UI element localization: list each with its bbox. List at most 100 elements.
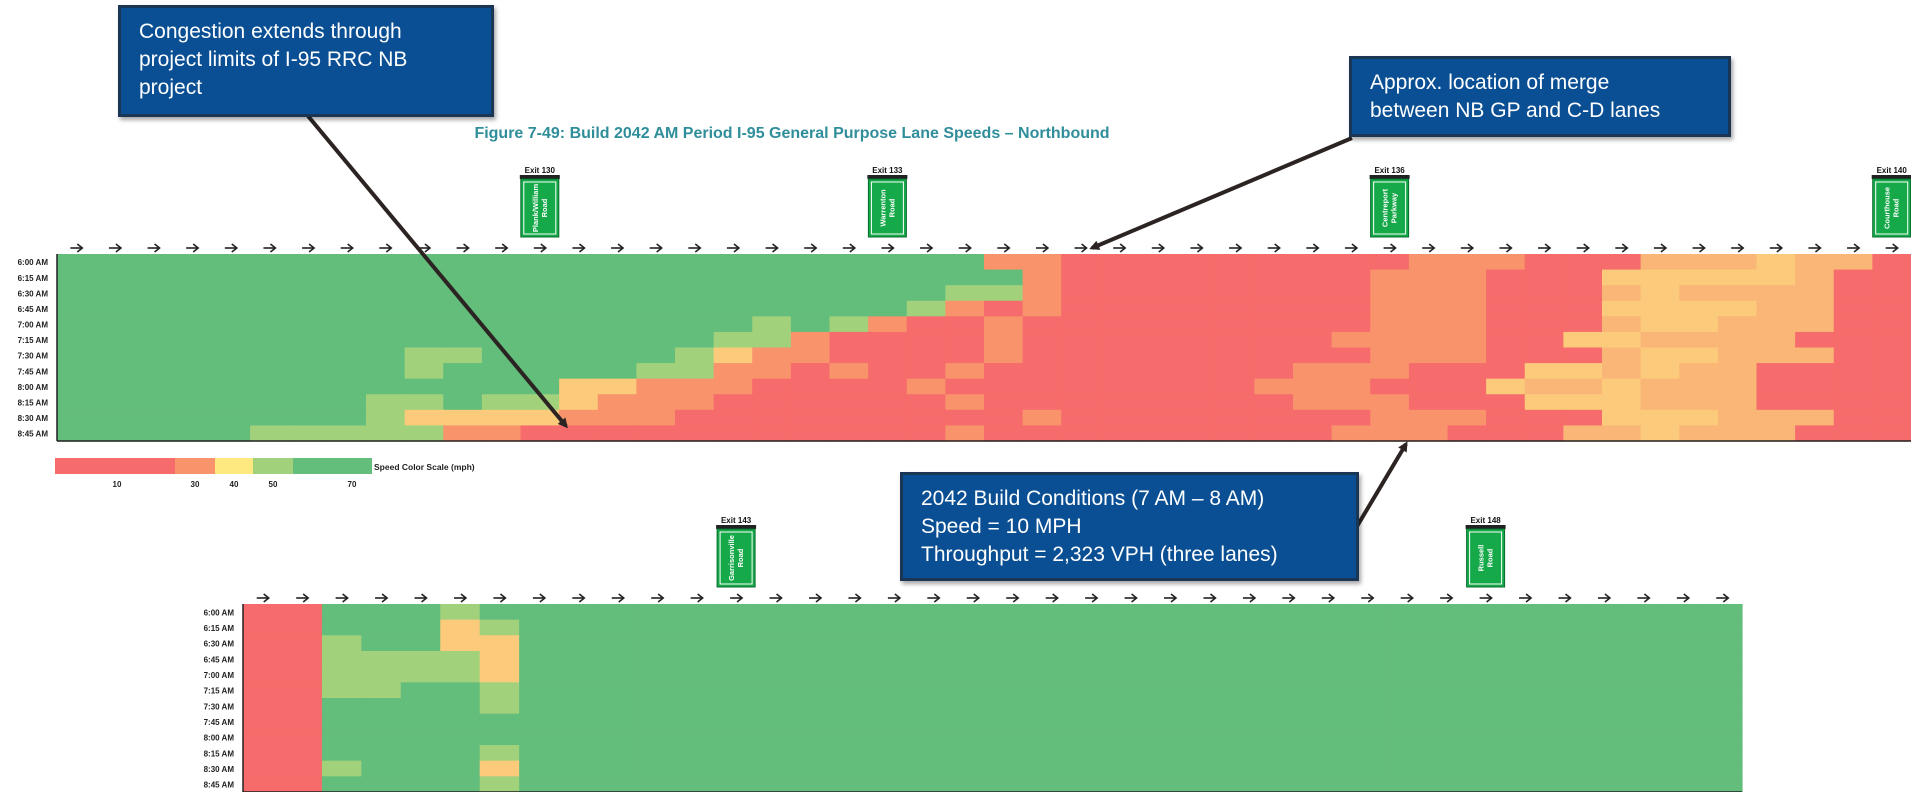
direction-arrow-icon xyxy=(1344,243,1359,253)
heatmap-cell xyxy=(1150,698,1191,715)
heatmap-cell xyxy=(1640,331,1680,349)
heatmap-cell xyxy=(1099,425,1140,442)
heatmap-cell xyxy=(1386,682,1428,699)
heatmap-cell xyxy=(520,300,560,317)
heatmap-cell xyxy=(598,776,639,792)
heatmap-cell xyxy=(404,378,444,395)
heatmap-cell xyxy=(440,729,481,746)
heatmap-cell xyxy=(1602,316,1642,333)
heatmap-cell xyxy=(1833,394,1873,411)
direction-arrow-icon xyxy=(1460,243,1475,253)
heatmap-cell xyxy=(984,409,1024,427)
heatmap-cell xyxy=(1215,394,1255,411)
heatmap-cell xyxy=(1756,331,1796,349)
heatmap-cell xyxy=(366,378,406,395)
heatmap-cell xyxy=(1189,729,1230,746)
heatmap-cell xyxy=(1623,651,1664,668)
heatmap-cell xyxy=(288,409,328,427)
heatmap-cell xyxy=(558,776,599,792)
heatmap-cell xyxy=(1563,285,1603,302)
heatmap-cell xyxy=(1795,331,1835,349)
heatmap-cell xyxy=(992,698,1033,715)
heatmap-cell xyxy=(481,316,522,333)
heatmap-cell xyxy=(134,331,174,349)
heatmap-cell xyxy=(795,729,836,746)
direction-arrow-icon xyxy=(1538,243,1552,253)
heatmap-cell xyxy=(519,698,560,715)
heatmap-cell xyxy=(1679,425,1719,442)
heatmap-cell xyxy=(953,760,994,777)
heatmap-cell xyxy=(1254,409,1294,427)
heatmap-cell xyxy=(1505,666,1546,683)
direction-arrow-icon xyxy=(997,243,1011,253)
heatmap-cell xyxy=(288,300,328,317)
heatmap-cell xyxy=(361,666,402,683)
heatmap-cell xyxy=(1138,285,1178,302)
heatmap-cell xyxy=(288,378,328,395)
heatmap-cell xyxy=(440,666,481,683)
heatmap-cell xyxy=(1872,425,1911,442)
heatmap-cell xyxy=(1331,425,1371,442)
heatmap-cell xyxy=(829,285,869,302)
heatmap-cell xyxy=(1150,619,1191,636)
direction-arrow-icon xyxy=(186,243,200,253)
heatmap-cell xyxy=(1386,666,1428,683)
heatmap-cell xyxy=(1138,425,1178,442)
heatmap-cell xyxy=(361,776,402,792)
heatmap-cell xyxy=(637,651,678,668)
heatmap-cell xyxy=(1486,378,1526,395)
heatmap-cell xyxy=(598,651,639,668)
heatmap-cell xyxy=(366,363,406,380)
heatmap-cell xyxy=(1215,363,1255,380)
heatmap-cell xyxy=(675,363,715,380)
heatmap-cell xyxy=(1663,776,1704,792)
heatmap-cell xyxy=(1447,363,1487,380)
heatmap-cell xyxy=(1308,698,1349,715)
heatmap-cell xyxy=(282,682,323,699)
heatmap-cell xyxy=(1563,316,1603,333)
heatmap-cell xyxy=(1563,394,1603,411)
heatmap-cell xyxy=(1386,776,1428,792)
heatmap-cell xyxy=(1022,425,1062,442)
heatmap-cell xyxy=(1465,682,1506,699)
direction-arrow-icon xyxy=(1164,593,1178,603)
heatmap-cell xyxy=(243,776,284,792)
heatmap-cell xyxy=(481,409,522,427)
heatmap-cell xyxy=(713,394,753,411)
heatmap-cell xyxy=(1031,776,1072,792)
heatmap-cell xyxy=(636,316,676,333)
heatmap-cell xyxy=(1215,285,1255,302)
heatmap-cell xyxy=(1061,316,1101,333)
heatmap-cell xyxy=(1331,254,1371,271)
direction-arrow-icon xyxy=(256,593,271,603)
heatmap-cell xyxy=(1022,254,1062,271)
heatmap-cell xyxy=(321,651,362,668)
heatmap-cell xyxy=(1408,409,1449,427)
heatmap-cell xyxy=(598,619,639,636)
heatmap-cell xyxy=(716,635,757,652)
heatmap-cell xyxy=(1189,713,1230,730)
heatmap-cell xyxy=(1524,285,1564,302)
heatmap-cell xyxy=(400,682,441,699)
heatmap-cell xyxy=(443,394,483,411)
heatmap-cell xyxy=(1717,254,1758,271)
heatmap-cell xyxy=(713,378,753,395)
heatmap-cell xyxy=(1756,394,1796,411)
exit-number-label: Exit 148 xyxy=(1470,516,1501,525)
heatmap-cell xyxy=(1293,285,1333,302)
heatmap-cell xyxy=(1308,760,1349,777)
heatmap-cell xyxy=(597,363,637,380)
heatmap-cell xyxy=(945,347,985,364)
heatmap-cell xyxy=(874,604,915,621)
heatmap-cell xyxy=(1640,254,1680,271)
heatmap-cell xyxy=(1022,347,1062,364)
heatmap-cell xyxy=(984,254,1024,271)
heatmap-cell xyxy=(1524,331,1564,349)
heatmap-cell xyxy=(519,619,560,636)
exit-sign-panel xyxy=(1872,178,1911,238)
heatmap-cell xyxy=(913,619,954,636)
heatmap-cell xyxy=(953,729,994,746)
heatmap-cell xyxy=(1308,729,1349,746)
heatmap-cell xyxy=(1795,300,1835,317)
heatmap-cell xyxy=(1254,254,1294,271)
